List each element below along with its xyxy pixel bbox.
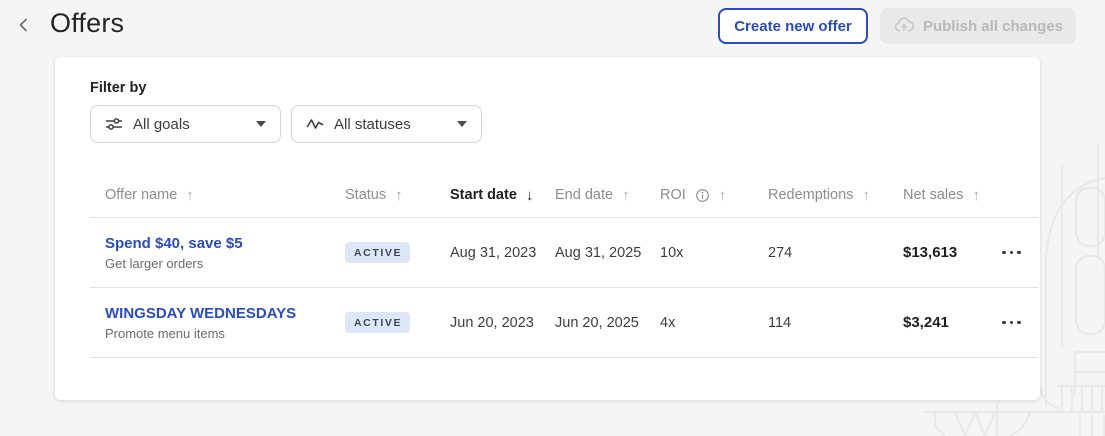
sort-arrow-icon: ↓ bbox=[525, 186, 534, 204]
goals-filter-value: All goals bbox=[133, 115, 190, 133]
sort-arrow-icon: ↑ bbox=[186, 186, 194, 204]
status-badge: ACTIVE bbox=[345, 312, 411, 333]
column-header-status[interactable]: Status ↑ bbox=[345, 187, 450, 204]
redemptions-cell: 274 bbox=[768, 244, 793, 261]
ellipsis-icon bbox=[1017, 250, 1021, 255]
status-badge: ACTIVE bbox=[345, 242, 411, 263]
ellipsis-icon bbox=[1017, 320, 1021, 325]
offer-goal-text: Promote menu items bbox=[105, 325, 225, 341]
offer-name-cell: Spend $40, save $5 Get larger orders bbox=[90, 235, 345, 271]
column-label: Offer name bbox=[105, 187, 178, 203]
column-label: Net sales bbox=[903, 187, 964, 203]
start-date-cell: Aug 31, 2023 bbox=[450, 244, 537, 261]
offers-card: Filter by All goals All statuses Offer n… bbox=[55, 57, 1040, 400]
sort-arrow-icon: ↑ bbox=[718, 186, 727, 204]
column-label: Start date bbox=[450, 187, 517, 203]
column-header-redemptions[interactable]: Redemptions ↑ bbox=[768, 187, 903, 204]
net-sales-cell: $13,613 bbox=[903, 244, 958, 261]
background-illustration bbox=[923, 144, 1105, 436]
end-date-cell: Jun 20, 2025 bbox=[555, 314, 639, 331]
sort-arrow-icon: ↑ bbox=[395, 186, 403, 204]
column-label: ROI bbox=[660, 187, 686, 203]
ellipsis-icon bbox=[1009, 250, 1014, 255]
offer-name-cell: WINGSDAY WEDNESDAYS Promote menu items bbox=[90, 305, 345, 341]
offer-name-link[interactable]: Spend $40, save $5 bbox=[105, 234, 243, 252]
create-new-offer-button[interactable]: Create new offer bbox=[718, 8, 868, 44]
roi-cell: 10x bbox=[660, 244, 684, 261]
offer-goal-text: Get larger orders bbox=[105, 255, 204, 271]
ellipsis-icon bbox=[1002, 250, 1006, 255]
column-label: Status bbox=[345, 187, 387, 203]
chevron-down-icon bbox=[256, 121, 266, 127]
top-bar: Offers Create new offer Publish all chan… bbox=[0, 0, 1105, 52]
row-actions-menu-button[interactable] bbox=[994, 313, 1029, 333]
net-sales-cell: $3,241 bbox=[903, 314, 949, 331]
ellipsis-icon bbox=[1009, 320, 1014, 325]
statuses-filter-dropdown[interactable]: All statuses bbox=[291, 105, 482, 143]
column-header-roi[interactable]: ROI ↑ bbox=[660, 187, 768, 204]
goals-filter-dropdown[interactable]: All goals bbox=[90, 105, 281, 143]
statuses-filter-value: All statuses bbox=[334, 115, 411, 133]
column-header-offer-name[interactable]: Offer name ↑ bbox=[90, 187, 345, 204]
column-label: End date bbox=[555, 187, 614, 203]
column-label: Redemptions bbox=[768, 187, 854, 203]
roi-cell: 4x bbox=[660, 314, 676, 331]
publish-all-changes-button: Publish all changes bbox=[880, 8, 1076, 44]
sort-arrow-icon: ↑ bbox=[862, 186, 870, 204]
table-header-row: Offer name ↑ Status ↑ Start date ↓ End d… bbox=[90, 173, 1038, 218]
end-date-cell: Aug 31, 2025 bbox=[555, 244, 642, 261]
table-row: Spend $40, save $5 Get larger orders ACT… bbox=[90, 218, 1038, 288]
offers-table: Offer name ↑ Status ↑ Start date ↓ End d… bbox=[90, 173, 1038, 358]
ellipsis-icon bbox=[1002, 320, 1006, 325]
column-header-net-sales[interactable]: Net sales ↑ bbox=[903, 187, 985, 204]
redemptions-cell: 114 bbox=[768, 314, 792, 331]
sliders-icon bbox=[105, 118, 123, 130]
cloud-upload-icon bbox=[894, 17, 915, 32]
filter-by-label: Filter by bbox=[90, 80, 147, 96]
chevron-down-icon bbox=[457, 121, 467, 127]
chevron-left-icon bbox=[19, 18, 27, 32]
start-date-cell: Jun 20, 2023 bbox=[450, 314, 534, 331]
column-header-end-date[interactable]: End date ↑ bbox=[555, 187, 660, 204]
pulse-icon bbox=[306, 119, 324, 129]
info-icon[interactable] bbox=[695, 188, 710, 203]
publish-label: Publish all changes bbox=[922, 17, 1064, 35]
table-row: WINGSDAY WEDNESDAYS Promote menu items A… bbox=[90, 288, 1038, 358]
column-header-start-date[interactable]: Start date ↓ bbox=[450, 187, 555, 204]
back-button[interactable] bbox=[12, 13, 36, 37]
row-actions-menu-button[interactable] bbox=[994, 243, 1029, 263]
page-title: Offers bbox=[50, 8, 125, 38]
offer-name-link[interactable]: WINGSDAY WEDNESDAYS bbox=[105, 304, 297, 322]
sort-arrow-icon: ↑ bbox=[622, 186, 630, 204]
sort-arrow-icon: ↑ bbox=[972, 186, 980, 204]
